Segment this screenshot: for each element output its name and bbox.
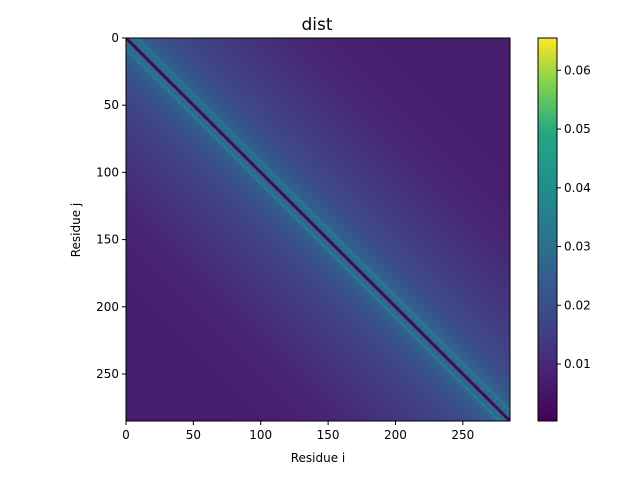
- x-axis-ticks: 0 50 100 150 200 250: [122, 421, 474, 442]
- colorbar-scale: [537, 37, 558, 422]
- x-axis-label: Residue i: [291, 451, 346, 465]
- y-tick-label: 250: [96, 367, 119, 381]
- y-tick-label: 50: [104, 98, 119, 112]
- heatmap-image: [126, 38, 510, 421]
- colorbar-tick-label: 0.05: [564, 122, 591, 136]
- x-tick-label: 250: [451, 428, 474, 442]
- y-tick-label: 200: [96, 300, 119, 314]
- plot-frame: [125, 37, 511, 422]
- colorbar: 0.01 0.02 0.03 0.04 0.05 0.06: [537, 37, 591, 422]
- colorbar-tick-label: 0.01: [564, 357, 591, 371]
- y-axis-label: Residue j: [69, 203, 83, 258]
- colorbar-tick-label: 0.02: [564, 298, 591, 312]
- chart-title: dist: [301, 15, 332, 35]
- x-tick-label: 100: [249, 428, 272, 442]
- colorbar-tick-label: 0.04: [564, 181, 591, 195]
- y-tick-label: 100: [96, 165, 119, 179]
- heatmap-plot-area: [125, 37, 511, 422]
- colorbar-tick-label: 0.06: [564, 63, 591, 77]
- y-tick-label: 0: [111, 31, 119, 45]
- x-tick-label: 0: [122, 428, 130, 442]
- x-tick-label: 200: [384, 428, 407, 442]
- x-tick-label: 50: [186, 428, 201, 442]
- colorbar-ticks: 0.01 0.02 0.03 0.04 0.05 0.06: [557, 63, 591, 371]
- x-tick-label: 150: [317, 428, 340, 442]
- colorbar-tick-label: 0.03: [564, 240, 591, 254]
- y-axis-ticks: 0 50 100 150 200 250: [96, 31, 126, 381]
- y-tick-label: 150: [96, 233, 119, 247]
